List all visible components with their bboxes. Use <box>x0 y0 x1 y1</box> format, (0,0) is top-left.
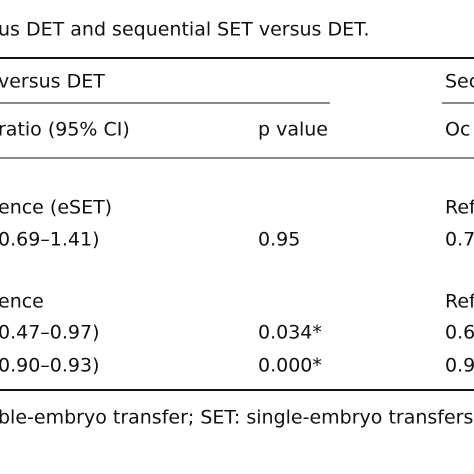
cell-right: Ref <box>445 197 474 219</box>
cell-label: ence (eSET) <box>0 197 112 219</box>
group-header: versus DET <box>0 71 105 93</box>
column-header: Oc <box>445 119 470 141</box>
cell-ci: 0.47–0.97) <box>0 322 100 344</box>
cell-label: ence <box>0 291 44 313</box>
cell-p: 0.034* <box>258 322 322 344</box>
cell-right: 0.6 <box>445 322 474 344</box>
cell-right: 0.7 <box>445 229 474 251</box>
cell-ci: 0.90–0.93) <box>0 355 100 377</box>
table-title: us DET and sequential SET versus DET. <box>0 19 370 41</box>
table-body: ence (eSET) Ref 0.69–1.41) 0.95 0.7 ence Ref 0.… <box>0 197 474 377</box>
cell-right: Ref <box>445 291 474 313</box>
footnote: ble-embryo transfer; SET: single-embryo … <box>0 407 474 429</box>
cell-p: 0.000* <box>258 355 322 377</box>
column-header: p value <box>258 119 328 141</box>
column-header: ratio (95% CI) <box>0 119 130 141</box>
group-header: Sec <box>445 71 474 93</box>
cell-right: 0.9 <box>445 355 474 377</box>
cell-p: 0.95 <box>258 229 300 251</box>
cell-ci: 0.69–1.41) <box>0 229 100 251</box>
